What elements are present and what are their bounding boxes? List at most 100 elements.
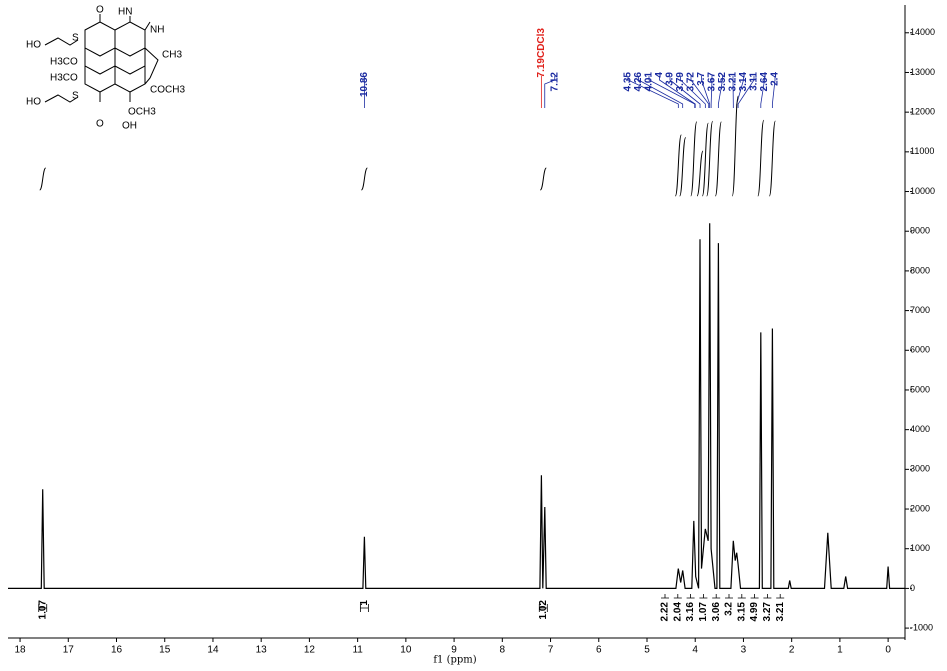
integral-bracket <box>776 594 785 599</box>
x-tick-label: 18 <box>14 645 26 656</box>
structure-chain <box>44 37 79 46</box>
integral-bracket <box>737 594 746 599</box>
peak-label: 3.11 <box>749 72 760 91</box>
structure-label: COCH3 <box>150 85 185 96</box>
peak-label: 4 <box>654 72 665 78</box>
peak-label: 3.14 <box>738 72 749 92</box>
integral-curve <box>768 120 776 197</box>
integral-label: 3.27 <box>762 602 773 622</box>
integral-label: 1.07 <box>37 600 48 620</box>
integral-bracket <box>686 594 695 599</box>
x-tick-label: 9 <box>451 645 457 656</box>
integral-curve <box>690 121 698 197</box>
x-tick-label: 6 <box>596 645 602 656</box>
peak-connector <box>544 76 556 108</box>
x-tick-label: 17 <box>63 645 75 656</box>
x-axis-label: f1 (ppm) <box>433 655 476 666</box>
integral-label: 3.16 <box>685 602 696 622</box>
y-tick-label: -1000 <box>910 622 933 632</box>
structure-label: O <box>96 119 104 130</box>
integral-curve <box>706 120 714 197</box>
peak-connector <box>648 76 696 108</box>
integral-curve <box>360 167 368 191</box>
structure: HO S O HN NH H3CO CH3 H3CO COCH3 HO S OC… <box>26 5 185 132</box>
peak-label: 4.01 <box>644 72 655 92</box>
integral-bracket <box>38 604 48 612</box>
integral-bracket <box>538 604 548 612</box>
x-tick-label: 12 <box>304 645 316 656</box>
integral-label: 2.22 <box>660 602 671 622</box>
integral-curve <box>757 119 765 197</box>
peak-connector <box>737 76 755 108</box>
integral-label: 1 <box>359 600 370 606</box>
peak-connector <box>627 76 679 108</box>
peak-label: 3.79 <box>675 72 686 92</box>
integral-curve <box>539 167 547 191</box>
structure-label: HN <box>118 7 132 18</box>
structure-bonds <box>84 14 159 102</box>
y-tick-label: 9000 <box>910 226 930 236</box>
peak-label: 4.26 <box>633 72 644 92</box>
structure-label: O <box>96 5 104 16</box>
integral-bracket <box>712 594 721 599</box>
y-tick-label: 11000 <box>910 146 934 156</box>
integral-bracket <box>763 594 772 599</box>
y-tick-label: 2000 <box>910 503 930 513</box>
peak-connector <box>717 76 723 108</box>
peak-connector <box>701 76 711 108</box>
y-tick-label: 5000 <box>910 384 930 394</box>
structure-label: H3CO <box>50 73 78 84</box>
x-tick-label: 1 <box>837 645 843 656</box>
peak-connector <box>669 76 701 108</box>
y-tick-label: 7000 <box>910 305 930 315</box>
structure-label: H3CO <box>50 57 78 68</box>
integral-curve <box>731 95 739 197</box>
y-tick-label: 0 <box>910 583 915 593</box>
integral-label: 3.2 <box>724 602 735 616</box>
spectrum-line <box>8 223 905 589</box>
y-tick-label: 4000 <box>910 424 930 434</box>
integral-bracket <box>725 594 733 599</box>
peak-label: 7.19 <box>536 58 547 78</box>
peak-connector <box>659 76 696 108</box>
structure-label: OCH3 <box>128 107 156 118</box>
integral-curve <box>714 121 722 197</box>
structure-label: HO <box>26 97 41 108</box>
x-tick-label: 5 <box>644 645 650 656</box>
structure-label: NH <box>150 25 164 36</box>
x-tick-label: 14 <box>207 645 219 656</box>
y-tick-label: 12000 <box>910 107 935 117</box>
x-tick-label: 13 <box>256 645 268 656</box>
structure-label: S <box>72 91 79 102</box>
peak-connector <box>680 76 706 108</box>
integral-curve <box>674 134 682 197</box>
integral-curve <box>679 136 687 197</box>
x-tick-label: 16 <box>111 645 123 656</box>
integral-label: 3.21 <box>775 602 786 622</box>
y-tick-label: 6000 <box>910 345 930 355</box>
x-tick-label: 2 <box>789 645 795 656</box>
peak-connector <box>760 76 765 108</box>
integral-bracket <box>661 594 669 599</box>
integral-curve <box>701 122 709 197</box>
x-tick-label: 3 <box>741 645 747 656</box>
peak-label: 3.72 <box>686 72 697 92</box>
structure-chain <box>44 94 79 103</box>
y-tick-label: 8000 <box>910 265 930 275</box>
x-tick-label: 4 <box>692 645 698 656</box>
peak-connector <box>638 76 684 108</box>
x-tick-label: 10 <box>400 645 412 656</box>
integral-label: 2.04 <box>672 602 683 622</box>
integral-bracket <box>699 594 708 599</box>
y-tick-label: 3000 <box>910 464 930 474</box>
peak-label: 7.12 <box>549 72 560 92</box>
y-tick-label: 10000 <box>910 186 935 196</box>
integral-bracket <box>359 604 369 612</box>
structure-label: OH <box>122 121 137 132</box>
peak-connector <box>710 76 713 108</box>
solvent-label: CDCl3 <box>536 28 547 58</box>
peak-connector <box>771 76 776 108</box>
integral-curve <box>696 150 704 197</box>
integral-curve <box>39 167 47 191</box>
